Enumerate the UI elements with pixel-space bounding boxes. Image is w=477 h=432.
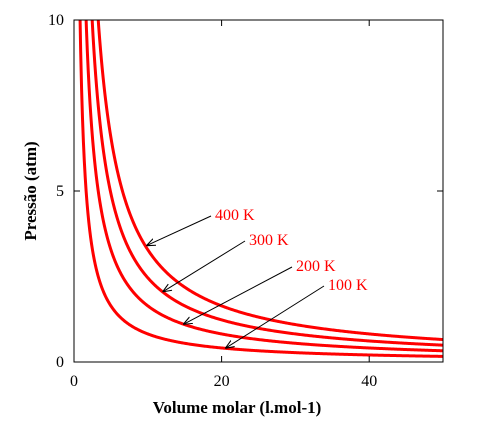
x-tick-label: 40 [361,373,377,390]
x-axis-title: Volume molar (l.mol-1) [153,398,322,417]
y-tick-label: 0 [56,354,64,371]
isotherm-line-300k [90,20,443,347]
x-tick-label: 0 [70,373,78,390]
x-tick-label: 20 [214,373,230,390]
isotherm-line-400k [96,20,443,342]
annotations-layer: 100 K 200 K 300 K 400 K [146,207,368,348]
plot-frame [73,19,444,363]
curve-arrow-100k [225,285,325,348]
curve-label-400k: 400 K [215,207,255,224]
y-tick-label: 5 [56,183,64,200]
curve-arrow-400k [146,215,212,246]
curve-arrow-300k [163,240,246,292]
curve-label-300k: 300 K [249,232,289,249]
ticks-layer: 0 20 40 0 5 10 [48,12,443,390]
y-tick-label: 10 [48,12,64,29]
y-axis-title: Pressão (atm) [21,141,40,240]
isotherm-line-100k [78,20,443,358]
curve-label-100k: 100 K [328,277,368,294]
curves-layer [78,20,443,358]
curve-label-200k: 200 K [296,258,336,275]
isotherm-line-200k [84,20,443,353]
curve-arrow-200k [183,266,293,324]
